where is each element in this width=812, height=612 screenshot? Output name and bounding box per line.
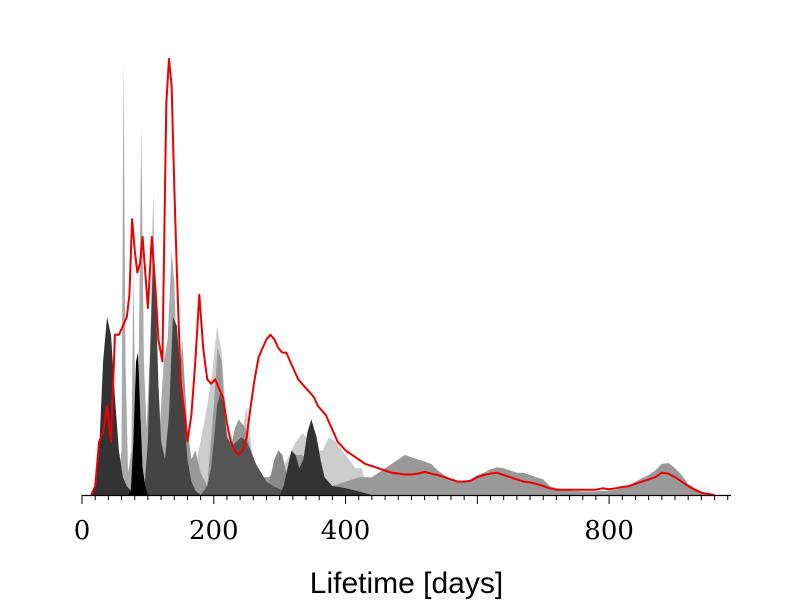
- series-area-8: [279, 419, 372, 495]
- x-tick-label: 200: [189, 516, 239, 546]
- series-line-10: [90, 57, 715, 496]
- series-area-0: [114, 58, 188, 496]
- series-area-5: [200, 392, 300, 495]
- series-area-6: [141, 259, 201, 495]
- x-tick-label: 800: [584, 516, 634, 546]
- series-area-9: [128, 352, 148, 495]
- x-tick-label: 400: [321, 516, 371, 546]
- x-axis: 0 200 400 800: [74, 494, 731, 546]
- x-axis-label: Lifetime [days]: [310, 567, 503, 600]
- series-area-3: [266, 450, 306, 495]
- x-tick-label: 0: [74, 516, 91, 546]
- series-area-4: [306, 454, 715, 495]
- series-layer: [90, 57, 715, 496]
- x-ticks: 0 200 400 800: [74, 495, 729, 546]
